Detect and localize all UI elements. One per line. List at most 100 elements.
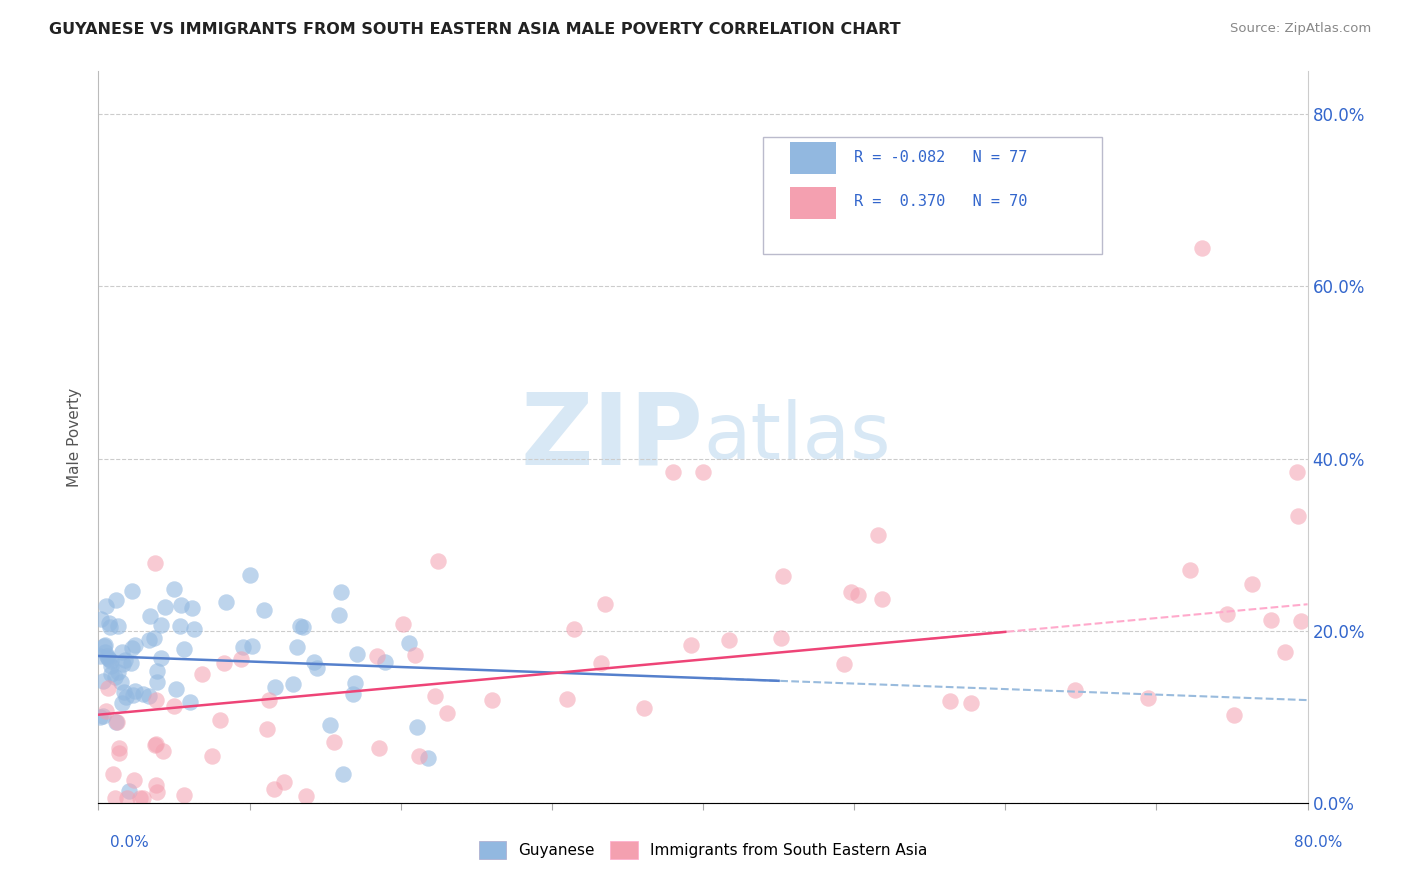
Point — [132, 791, 155, 805]
Text: GUYANESE VS IMMIGRANTS FROM SOUTH EASTERN ASIA MALE POVERTY CORRELATION CHART: GUYANESE VS IMMIGRANTS FROM SOUTH EASTER… — [49, 22, 901, 37]
Point — [427, 554, 450, 568]
Point — [138, 609, 160, 624]
Point — [114, 653, 136, 667]
Text: 80.0%: 80.0% — [1295, 836, 1343, 850]
Point — [215, 595, 238, 609]
Point — [190, 666, 212, 681]
Point — [939, 693, 962, 707]
Point — [209, 713, 232, 727]
Point — [94, 599, 117, 613]
Point — [319, 718, 342, 732]
Point — [103, 767, 125, 781]
Point — [264, 680, 287, 694]
Point — [832, 657, 855, 672]
Point — [593, 597, 616, 611]
Point — [342, 687, 364, 701]
Text: ZIP: ZIP — [520, 389, 703, 485]
Point — [115, 791, 138, 805]
Point — [97, 651, 120, 665]
Point — [117, 783, 139, 797]
Point — [105, 592, 128, 607]
Point — [661, 465, 683, 479]
Point — [96, 649, 118, 664]
Point — [89, 710, 111, 724]
Point — [406, 720, 429, 734]
Point — [283, 677, 305, 691]
Point — [302, 655, 325, 669]
Point — [263, 782, 285, 797]
Point — [163, 698, 186, 713]
Bar — [790, 187, 837, 219]
Text: R = -0.082   N = 77: R = -0.082 N = 77 — [855, 150, 1028, 165]
Point — [408, 748, 430, 763]
Point — [104, 791, 127, 805]
Point — [330, 585, 353, 599]
Point — [143, 556, 166, 570]
Point — [120, 656, 142, 670]
FancyBboxPatch shape — [763, 137, 1102, 254]
Point — [115, 690, 138, 705]
Point — [146, 664, 169, 678]
Point — [328, 607, 350, 622]
Point — [1286, 508, 1309, 523]
Point — [291, 619, 314, 633]
Point — [591, 657, 613, 671]
Point — [129, 791, 152, 805]
Point — [392, 617, 415, 632]
Point — [100, 666, 122, 681]
Text: Source: ZipAtlas.com: Source: ZipAtlas.com — [1230, 22, 1371, 36]
Point — [152, 744, 174, 758]
Point — [240, 639, 263, 653]
Legend: Guyanese, Immigrants from South Eastern Asia: Guyanese, Immigrants from South Eastern … — [472, 835, 934, 864]
Point — [180, 601, 202, 615]
Point — [108, 746, 131, 760]
Point — [1285, 466, 1308, 480]
Point — [90, 612, 112, 626]
Point — [93, 645, 115, 659]
Point — [143, 738, 166, 752]
Y-axis label: Male Poverty: Male Poverty — [67, 387, 83, 487]
Point — [232, 640, 254, 654]
Text: atlas: atlas — [703, 399, 890, 475]
Point — [868, 527, 890, 541]
Point — [183, 623, 205, 637]
Point — [846, 588, 869, 602]
Point — [368, 740, 391, 755]
Point — [839, 585, 862, 599]
Point — [173, 788, 195, 802]
Point — [110, 645, 132, 659]
Point — [717, 633, 740, 648]
Point — [1191, 241, 1213, 255]
Point — [107, 665, 129, 680]
Point — [124, 773, 146, 788]
Point — [107, 619, 129, 633]
Point — [416, 751, 439, 765]
Point — [98, 620, 121, 634]
Point — [145, 737, 167, 751]
Point — [346, 647, 368, 661]
Point — [121, 688, 143, 702]
Point — [94, 704, 117, 718]
Point — [89, 648, 111, 663]
Point — [1222, 707, 1244, 722]
Point — [1291, 614, 1313, 628]
Point — [1216, 607, 1239, 621]
Point — [1063, 682, 1085, 697]
Point — [94, 638, 117, 652]
Point — [239, 568, 262, 582]
Point — [169, 619, 191, 633]
Point — [146, 674, 169, 689]
Text: R =  0.370   N = 70: R = 0.370 N = 70 — [855, 194, 1028, 209]
Point — [138, 632, 160, 647]
Point — [770, 632, 793, 646]
Point — [111, 657, 134, 672]
Point — [173, 642, 195, 657]
Point — [398, 636, 420, 650]
Point — [145, 778, 167, 792]
Point — [150, 650, 173, 665]
Point — [170, 598, 193, 612]
Point — [772, 569, 794, 583]
Point — [679, 639, 702, 653]
Point — [93, 640, 115, 654]
Point — [692, 465, 714, 479]
